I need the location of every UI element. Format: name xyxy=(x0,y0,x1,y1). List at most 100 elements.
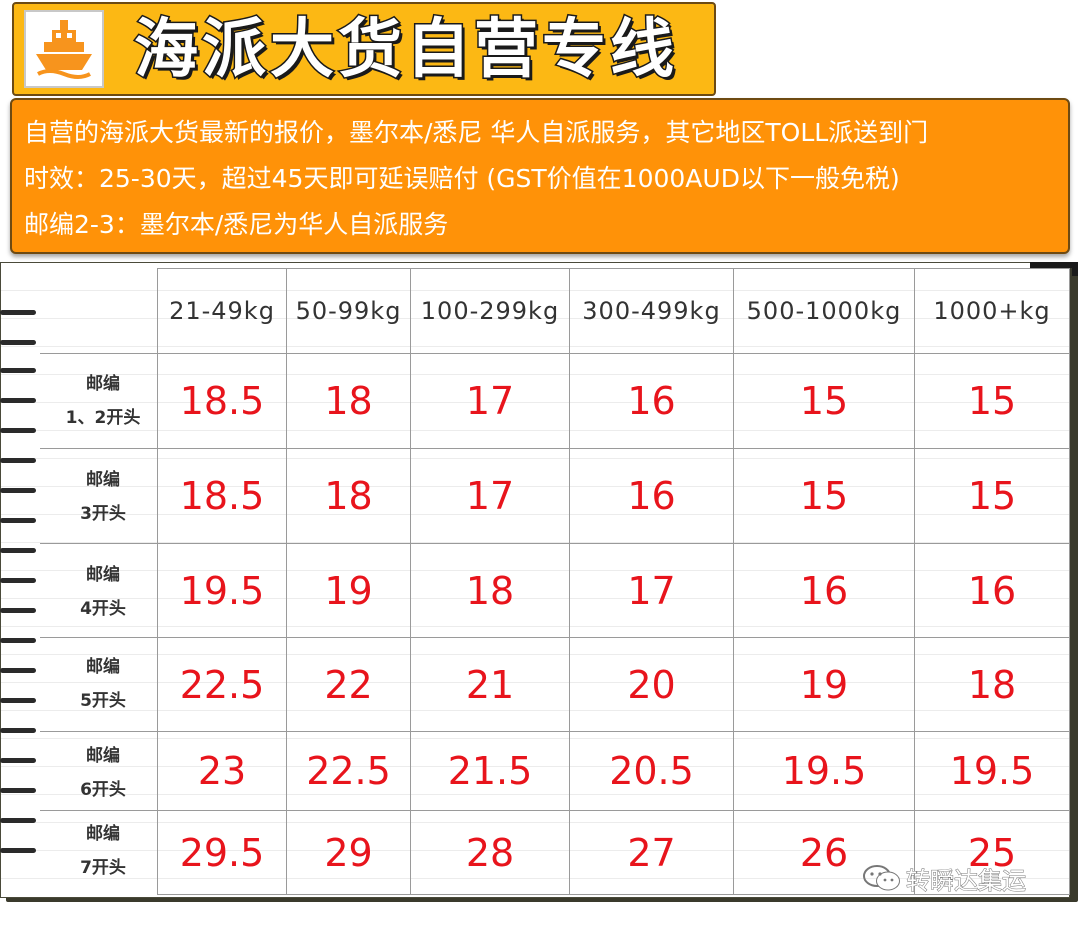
row-divider xyxy=(40,810,158,811)
spiral-binding xyxy=(0,262,40,898)
row-label-postcode-7: 邮编 7开头 xyxy=(48,817,158,885)
price-cell: 20 xyxy=(569,637,734,732)
price-cell: 18 xyxy=(286,448,411,544)
price-cell: 16 xyxy=(569,448,734,544)
binding-ring xyxy=(0,310,36,315)
price-cell: 18 xyxy=(286,353,411,449)
info-line-service: 自营的海派大货最新的报价，墨尔本/悉尼 华人自派服务，其它地区TOLL派送到门 xyxy=(24,118,929,147)
binding-ring xyxy=(0,698,36,703)
row-label-line2: 6开头 xyxy=(80,780,126,800)
row-label-postcode-6: 邮编 6开头 xyxy=(48,739,158,807)
info-line-postcode: 邮编2-3：墨尔本/悉尼为华人自派服务 xyxy=(24,210,449,239)
row-label-line2: 4开头 xyxy=(80,599,126,619)
watermark: 转瞬达集运 xyxy=(862,864,1027,896)
row-label-postcode-1-2: 邮编 1、2开头 xyxy=(48,367,158,435)
price-cell: 26 xyxy=(733,810,915,895)
column-header: 500-1000kg xyxy=(733,268,915,354)
page-title: 海派大货自营专线 xyxy=(133,12,678,89)
price-cell: 15 xyxy=(733,448,915,544)
row-divider xyxy=(40,543,158,544)
price-cell: 16 xyxy=(569,353,734,449)
price-cell: 27 xyxy=(569,810,734,895)
wechat-icon xyxy=(862,864,902,900)
binding-ring xyxy=(0,848,36,853)
binding-ring xyxy=(0,788,36,793)
column-header: 21-49kg xyxy=(157,268,287,354)
price-cell: 18.5 xyxy=(157,448,287,544)
row-label-postcode-5: 邮编 5开头 xyxy=(48,650,158,718)
row-label-line1: 邮编 xyxy=(86,565,120,585)
table-row: 18.5 18 17 16 15 15 xyxy=(157,448,1070,544)
row-label-postcode-3: 邮编 3开头 xyxy=(48,463,158,531)
price-cell: 19 xyxy=(733,637,915,732)
page-corner xyxy=(1030,262,1078,276)
column-header: 50-99kg xyxy=(286,268,411,354)
row-label-line2: 7开头 xyxy=(80,858,126,878)
binding-ring xyxy=(0,758,36,763)
binding-ring xyxy=(0,428,36,433)
table-row: 19.5 19 18 17 16 16 xyxy=(157,543,1070,638)
row-label-line1: 邮编 xyxy=(86,470,120,490)
price-cell: 15 xyxy=(733,353,915,449)
row-label-line2: 5开头 xyxy=(80,691,126,711)
row-label-line1: 邮编 xyxy=(86,824,120,844)
binding-ring xyxy=(0,638,36,643)
price-cell: 22.5 xyxy=(286,731,411,811)
price-table: 21-49kg 50-99kg 100-299kg 300-499kg 500-… xyxy=(157,268,1070,895)
row-divider xyxy=(40,731,158,732)
price-cell: 25 xyxy=(914,810,1070,895)
price-cell: 19.5 xyxy=(157,543,287,638)
price-cell: 21 xyxy=(410,637,570,732)
price-cell: 16 xyxy=(733,543,915,638)
binding-ring xyxy=(0,398,36,403)
binding-ring xyxy=(0,668,36,673)
watermark-text: 转瞬达集运 xyxy=(906,867,1027,896)
price-cell: 18.5 xyxy=(157,353,287,449)
info-box: 自营的海派大货最新的报价，墨尔本/悉尼 华人自派服务，其它地区TOLL派送到门 … xyxy=(10,98,1070,254)
column-header: 100-299kg xyxy=(410,268,570,354)
row-label-line2: 3开头 xyxy=(80,504,126,524)
row-label-line2: 1、2开头 xyxy=(65,408,141,428)
row-label-line1: 邮编 xyxy=(86,657,120,677)
price-cell: 17 xyxy=(410,448,570,544)
row-label-line1: 邮编 xyxy=(86,374,120,394)
title-banner: 海派大货自营专线 xyxy=(12,2,716,96)
row-divider xyxy=(40,637,158,638)
table-row: 23 22.5 21.5 20.5 19.5 19.5 xyxy=(157,731,1070,811)
table-row: 29.5 29 28 27 26 25 xyxy=(157,810,1070,895)
price-cell: 20.5 xyxy=(569,731,734,811)
price-cell: 22 xyxy=(286,637,411,732)
price-cell: 29.5 xyxy=(157,810,287,895)
table-row: 22.5 22 21 20 19 18 xyxy=(157,637,1070,732)
price-cell: 23 xyxy=(157,731,287,811)
binding-ring xyxy=(0,608,36,613)
binding-ring xyxy=(0,578,36,583)
price-cell: 16 xyxy=(914,543,1070,638)
binding-ring xyxy=(0,548,36,553)
row-divider xyxy=(40,353,158,354)
price-cell: 21.5 xyxy=(410,731,570,811)
price-cell: 28 xyxy=(410,810,570,895)
price-cell: 15 xyxy=(914,353,1070,449)
binding-ring xyxy=(0,340,36,345)
price-cell: 19.5 xyxy=(914,731,1070,811)
price-cell: 19 xyxy=(286,543,411,638)
binding-ring xyxy=(0,518,36,523)
price-cell: 18 xyxy=(914,637,1070,732)
price-cell: 15 xyxy=(914,448,1070,544)
row-label-line1: 邮编 xyxy=(86,746,120,766)
price-cell: 19.5 xyxy=(733,731,915,811)
binding-ring xyxy=(0,488,36,493)
binding-ring xyxy=(0,818,36,823)
table-row: 18.5 18 17 16 15 15 xyxy=(157,353,1070,449)
column-header: 1000+kg xyxy=(914,268,1070,354)
binding-ring xyxy=(0,728,36,733)
price-cell: 22.5 xyxy=(157,637,287,732)
row-divider xyxy=(40,448,158,449)
price-cell: 17 xyxy=(569,543,734,638)
table-header-row: 21-49kg 50-99kg 100-299kg 300-499kg 500-… xyxy=(157,268,1070,354)
logo xyxy=(24,10,104,88)
info-line-timing: 时效：25-30天，超过45天即可延误赔付 (GST价值在1000AUD以下一般… xyxy=(24,164,900,193)
column-header: 300-499kg xyxy=(569,268,734,354)
binding-ring xyxy=(0,368,36,373)
